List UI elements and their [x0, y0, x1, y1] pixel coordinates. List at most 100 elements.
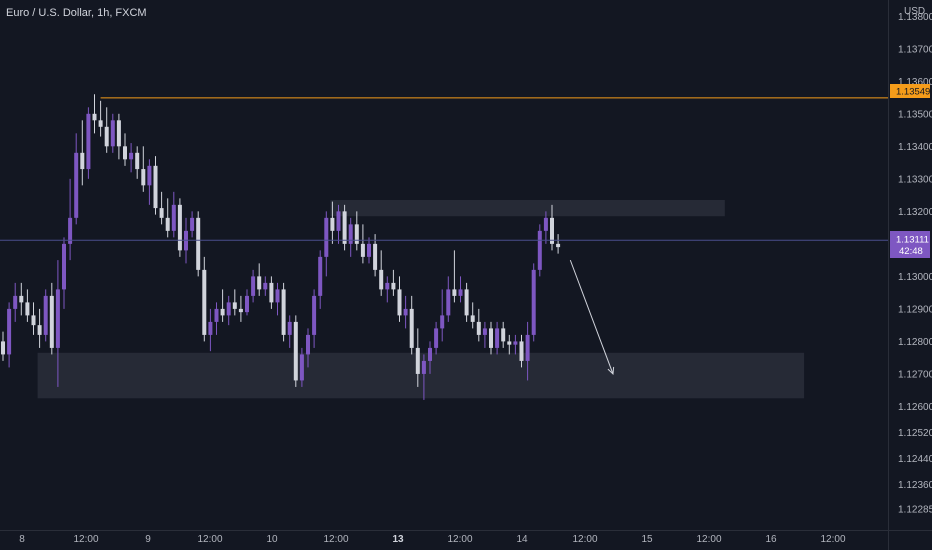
candle [86, 107, 91, 179]
candle-body [123, 146, 127, 160]
candle [92, 94, 97, 134]
candle-body [312, 295, 317, 335]
candle [202, 256, 207, 342]
candle-body [147, 165, 152, 186]
candle-body [49, 295, 54, 348]
lines-layer [0, 97, 888, 376]
candle [550, 204, 554, 251]
candle-body [281, 289, 286, 335]
candle-body [62, 243, 66, 290]
candle-body [257, 276, 262, 290]
candle-body [306, 334, 310, 355]
time-tick-label: 8 [19, 534, 25, 545]
candle-body [543, 217, 548, 231]
candle [403, 295, 408, 329]
candle-body [336, 211, 341, 231]
candle [348, 217, 353, 257]
candle [31, 302, 36, 335]
price-tick-label: 1.13700 [898, 44, 932, 55]
candle [190, 211, 195, 238]
candle-body [92, 113, 97, 121]
candle-body [525, 334, 530, 361]
candle-body [440, 315, 445, 329]
candle-body [434, 328, 439, 348]
candle [287, 315, 292, 348]
price-tick-label: 1.12360 [898, 480, 932, 491]
candle-body [391, 282, 396, 290]
candle-body [226, 302, 231, 316]
candle [68, 178, 73, 261]
candle-body [482, 328, 487, 335]
projection-arrow[interactable] [569, 259, 614, 375]
candle-body [13, 295, 18, 309]
currency-label[interactable]: USD [904, 6, 925, 17]
candle [299, 347, 304, 387]
candle [129, 143, 134, 173]
resistance-badge-bg [890, 84, 930, 98]
candle [373, 234, 378, 277]
candle [525, 321, 530, 381]
candle [482, 321, 487, 348]
candle [98, 100, 103, 137]
candle [281, 282, 286, 342]
candle-body [293, 321, 298, 381]
candle-body [68, 217, 73, 244]
candle [214, 302, 219, 335]
candle-body [397, 289, 402, 316]
candle [110, 113, 115, 153]
candle [208, 308, 213, 352]
candle-body [55, 289, 60, 348]
candle-body [31, 315, 36, 326]
price-tick-label: 1.13400 [898, 142, 932, 153]
current-price-badge: 1.13111 42:48 [890, 231, 930, 258]
candle-body [165, 217, 170, 231]
candle [104, 107, 109, 153]
price-axis: 1.13800 1.13700 1.13600 1.13500 1.13400 1.133… [898, 12, 932, 516]
candle [537, 224, 542, 277]
current-price-label: 1.13111 [896, 235, 929, 246]
candle [141, 146, 146, 192]
candle [232, 289, 237, 316]
candle [409, 295, 414, 355]
candle-body [421, 360, 426, 374]
candle [116, 113, 121, 160]
candle [312, 289, 317, 348]
candle [360, 224, 365, 264]
candle [306, 328, 310, 368]
price-tick-label: 1.12600 [898, 402, 932, 413]
candle [177, 198, 182, 257]
candle-body [373, 243, 378, 270]
candle [543, 211, 548, 244]
candle-body [7, 308, 12, 355]
price-tick-label: 1.12520 [898, 428, 932, 439]
candle-body [275, 289, 280, 303]
chart-title: Euro / U.S. Dollar, 1h, FXCM [6, 7, 147, 19]
price-tick-label: 1.12800 [898, 337, 932, 348]
price-tick-label: 1.13800 [898, 12, 932, 23]
candle [153, 156, 158, 215]
candle [330, 201, 335, 244]
candle [495, 321, 500, 355]
candle-body [501, 328, 506, 342]
candle [55, 260, 60, 387]
candle [220, 289, 225, 322]
candle [123, 133, 127, 166]
price-tick-label: 1.12900 [898, 304, 932, 315]
candle [415, 328, 420, 387]
candle [458, 276, 463, 303]
candle-body [476, 321, 481, 335]
candle-body [428, 347, 432, 361]
candle [74, 133, 79, 225]
candle-body [153, 165, 158, 209]
candle-body [458, 289, 463, 296]
candle-body [74, 152, 79, 218]
candle [135, 146, 140, 179]
candle-body [110, 120, 115, 147]
candle [476, 308, 481, 342]
candle-body [519, 341, 524, 361]
candle [336, 204, 341, 244]
candle-body [232, 302, 237, 309]
candle [342, 204, 347, 251]
